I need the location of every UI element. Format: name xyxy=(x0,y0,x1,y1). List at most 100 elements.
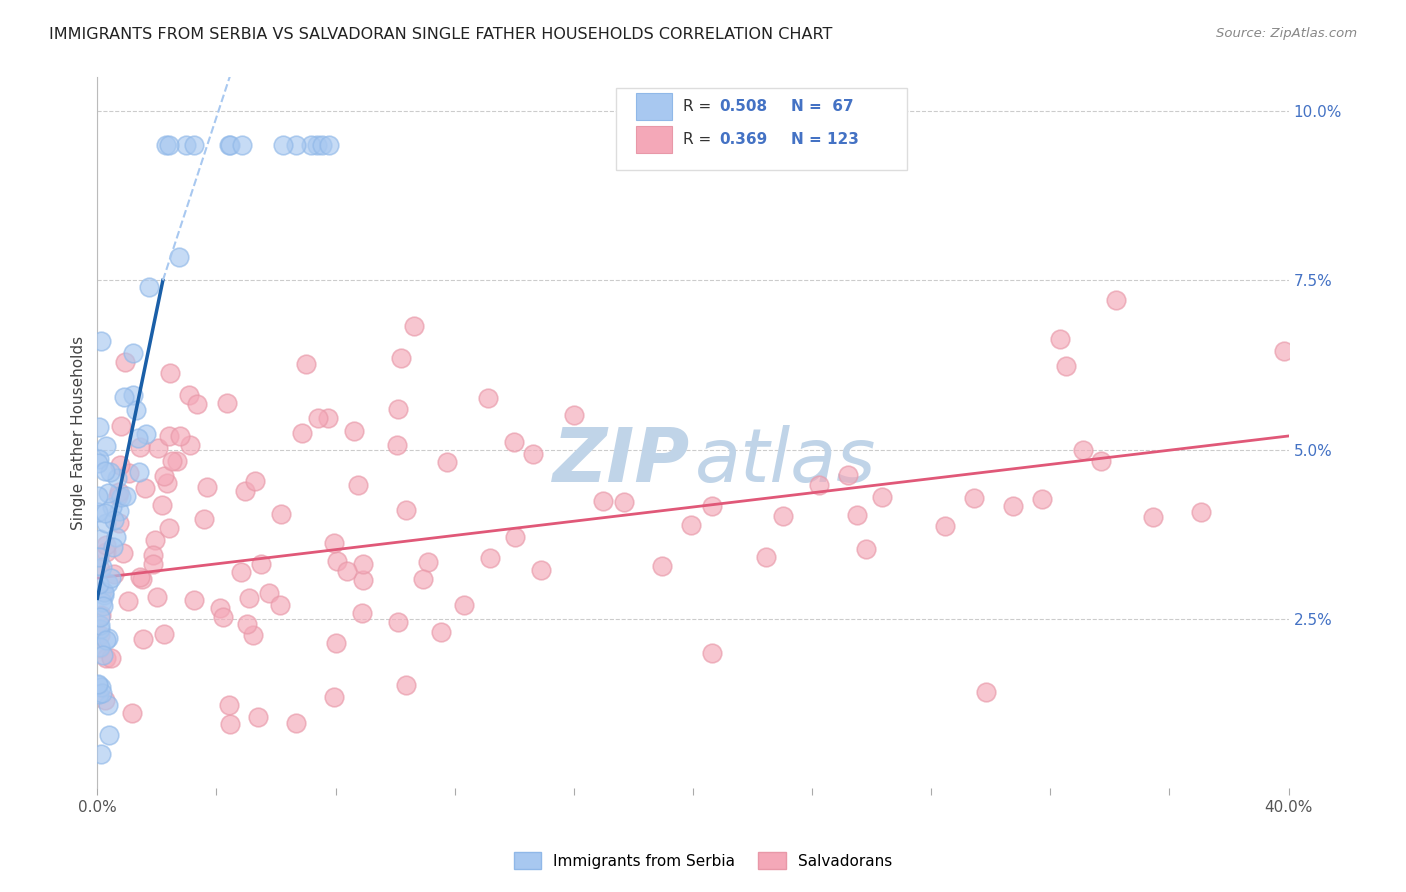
Point xyxy=(231,138,253,153)
Point xyxy=(1049,332,1071,346)
Point xyxy=(250,558,273,572)
Text: N =  67: N = 67 xyxy=(790,99,853,114)
Point xyxy=(325,635,347,649)
Point xyxy=(142,557,165,571)
Point xyxy=(1189,505,1212,519)
Point xyxy=(112,390,135,404)
Point xyxy=(107,485,129,500)
Point xyxy=(159,366,181,380)
Point xyxy=(257,586,280,600)
Point xyxy=(128,465,150,479)
Point xyxy=(90,747,112,761)
Text: Source: ZipAtlas.com: Source: ZipAtlas.com xyxy=(1216,27,1357,40)
Point xyxy=(89,532,111,546)
Point xyxy=(94,464,117,478)
Point xyxy=(402,319,425,334)
Point xyxy=(772,508,794,523)
Point xyxy=(121,346,143,360)
Point xyxy=(270,508,292,522)
Point xyxy=(103,566,125,581)
Point xyxy=(1105,293,1128,307)
Point xyxy=(167,250,190,264)
Point xyxy=(91,648,114,662)
Point xyxy=(97,576,120,591)
Point xyxy=(114,355,136,369)
FancyBboxPatch shape xyxy=(636,126,672,153)
Point xyxy=(530,563,553,577)
Point xyxy=(592,493,614,508)
Point xyxy=(138,280,160,294)
Point xyxy=(142,548,165,562)
Point xyxy=(110,419,132,434)
Point xyxy=(90,607,112,622)
Text: R =: R = xyxy=(683,99,717,114)
Point xyxy=(243,475,266,489)
Point xyxy=(1054,359,1077,373)
Point xyxy=(134,482,156,496)
Point xyxy=(1001,499,1024,513)
Legend: Immigrants from Serbia, Salvadorans: Immigrants from Serbia, Salvadorans xyxy=(508,846,898,875)
Point xyxy=(395,678,418,692)
Point xyxy=(101,540,124,554)
Point xyxy=(91,599,114,613)
Point xyxy=(1142,509,1164,524)
Text: 0.508: 0.508 xyxy=(718,99,768,114)
Point xyxy=(350,607,373,621)
Point xyxy=(103,513,125,527)
Point xyxy=(269,598,291,612)
Point xyxy=(307,138,329,153)
Point xyxy=(89,622,111,636)
Point xyxy=(89,640,111,655)
Point xyxy=(845,508,868,522)
Point xyxy=(412,572,434,586)
Point xyxy=(135,427,157,442)
Point xyxy=(307,410,329,425)
Text: ZIP: ZIP xyxy=(554,425,690,498)
Point xyxy=(89,618,111,632)
Point xyxy=(93,506,115,520)
Point xyxy=(104,530,127,544)
Point xyxy=(155,138,177,153)
Point xyxy=(934,519,956,533)
Point xyxy=(855,542,877,557)
Point xyxy=(152,626,174,640)
Point xyxy=(87,505,110,519)
Text: atlas: atlas xyxy=(696,425,877,497)
Point xyxy=(1071,443,1094,458)
Point xyxy=(219,138,242,153)
Point xyxy=(174,138,197,153)
Point xyxy=(285,715,308,730)
Text: R =: R = xyxy=(683,132,717,147)
Point xyxy=(157,138,180,153)
Point xyxy=(503,435,526,450)
Point xyxy=(195,480,218,494)
Point xyxy=(322,690,344,704)
Point xyxy=(94,538,117,552)
Point xyxy=(97,698,120,712)
Point xyxy=(430,624,453,639)
Point xyxy=(89,562,111,576)
Point xyxy=(121,706,143,720)
Point xyxy=(169,428,191,442)
Point xyxy=(963,491,986,505)
Point xyxy=(1031,492,1053,507)
Point xyxy=(93,693,115,707)
Point xyxy=(87,576,110,591)
Point xyxy=(247,710,270,724)
Point xyxy=(93,585,115,599)
Point xyxy=(352,573,374,587)
Point xyxy=(218,138,240,153)
Point xyxy=(755,549,778,564)
Point xyxy=(157,429,180,443)
Point xyxy=(108,458,131,472)
Point xyxy=(218,698,240,713)
Point xyxy=(416,555,439,569)
Point xyxy=(242,628,264,642)
Point xyxy=(336,564,359,578)
Point xyxy=(89,420,111,434)
Point xyxy=(110,491,132,505)
Point xyxy=(86,676,108,690)
Point xyxy=(87,678,110,692)
Point xyxy=(311,138,333,153)
Point xyxy=(105,471,128,485)
